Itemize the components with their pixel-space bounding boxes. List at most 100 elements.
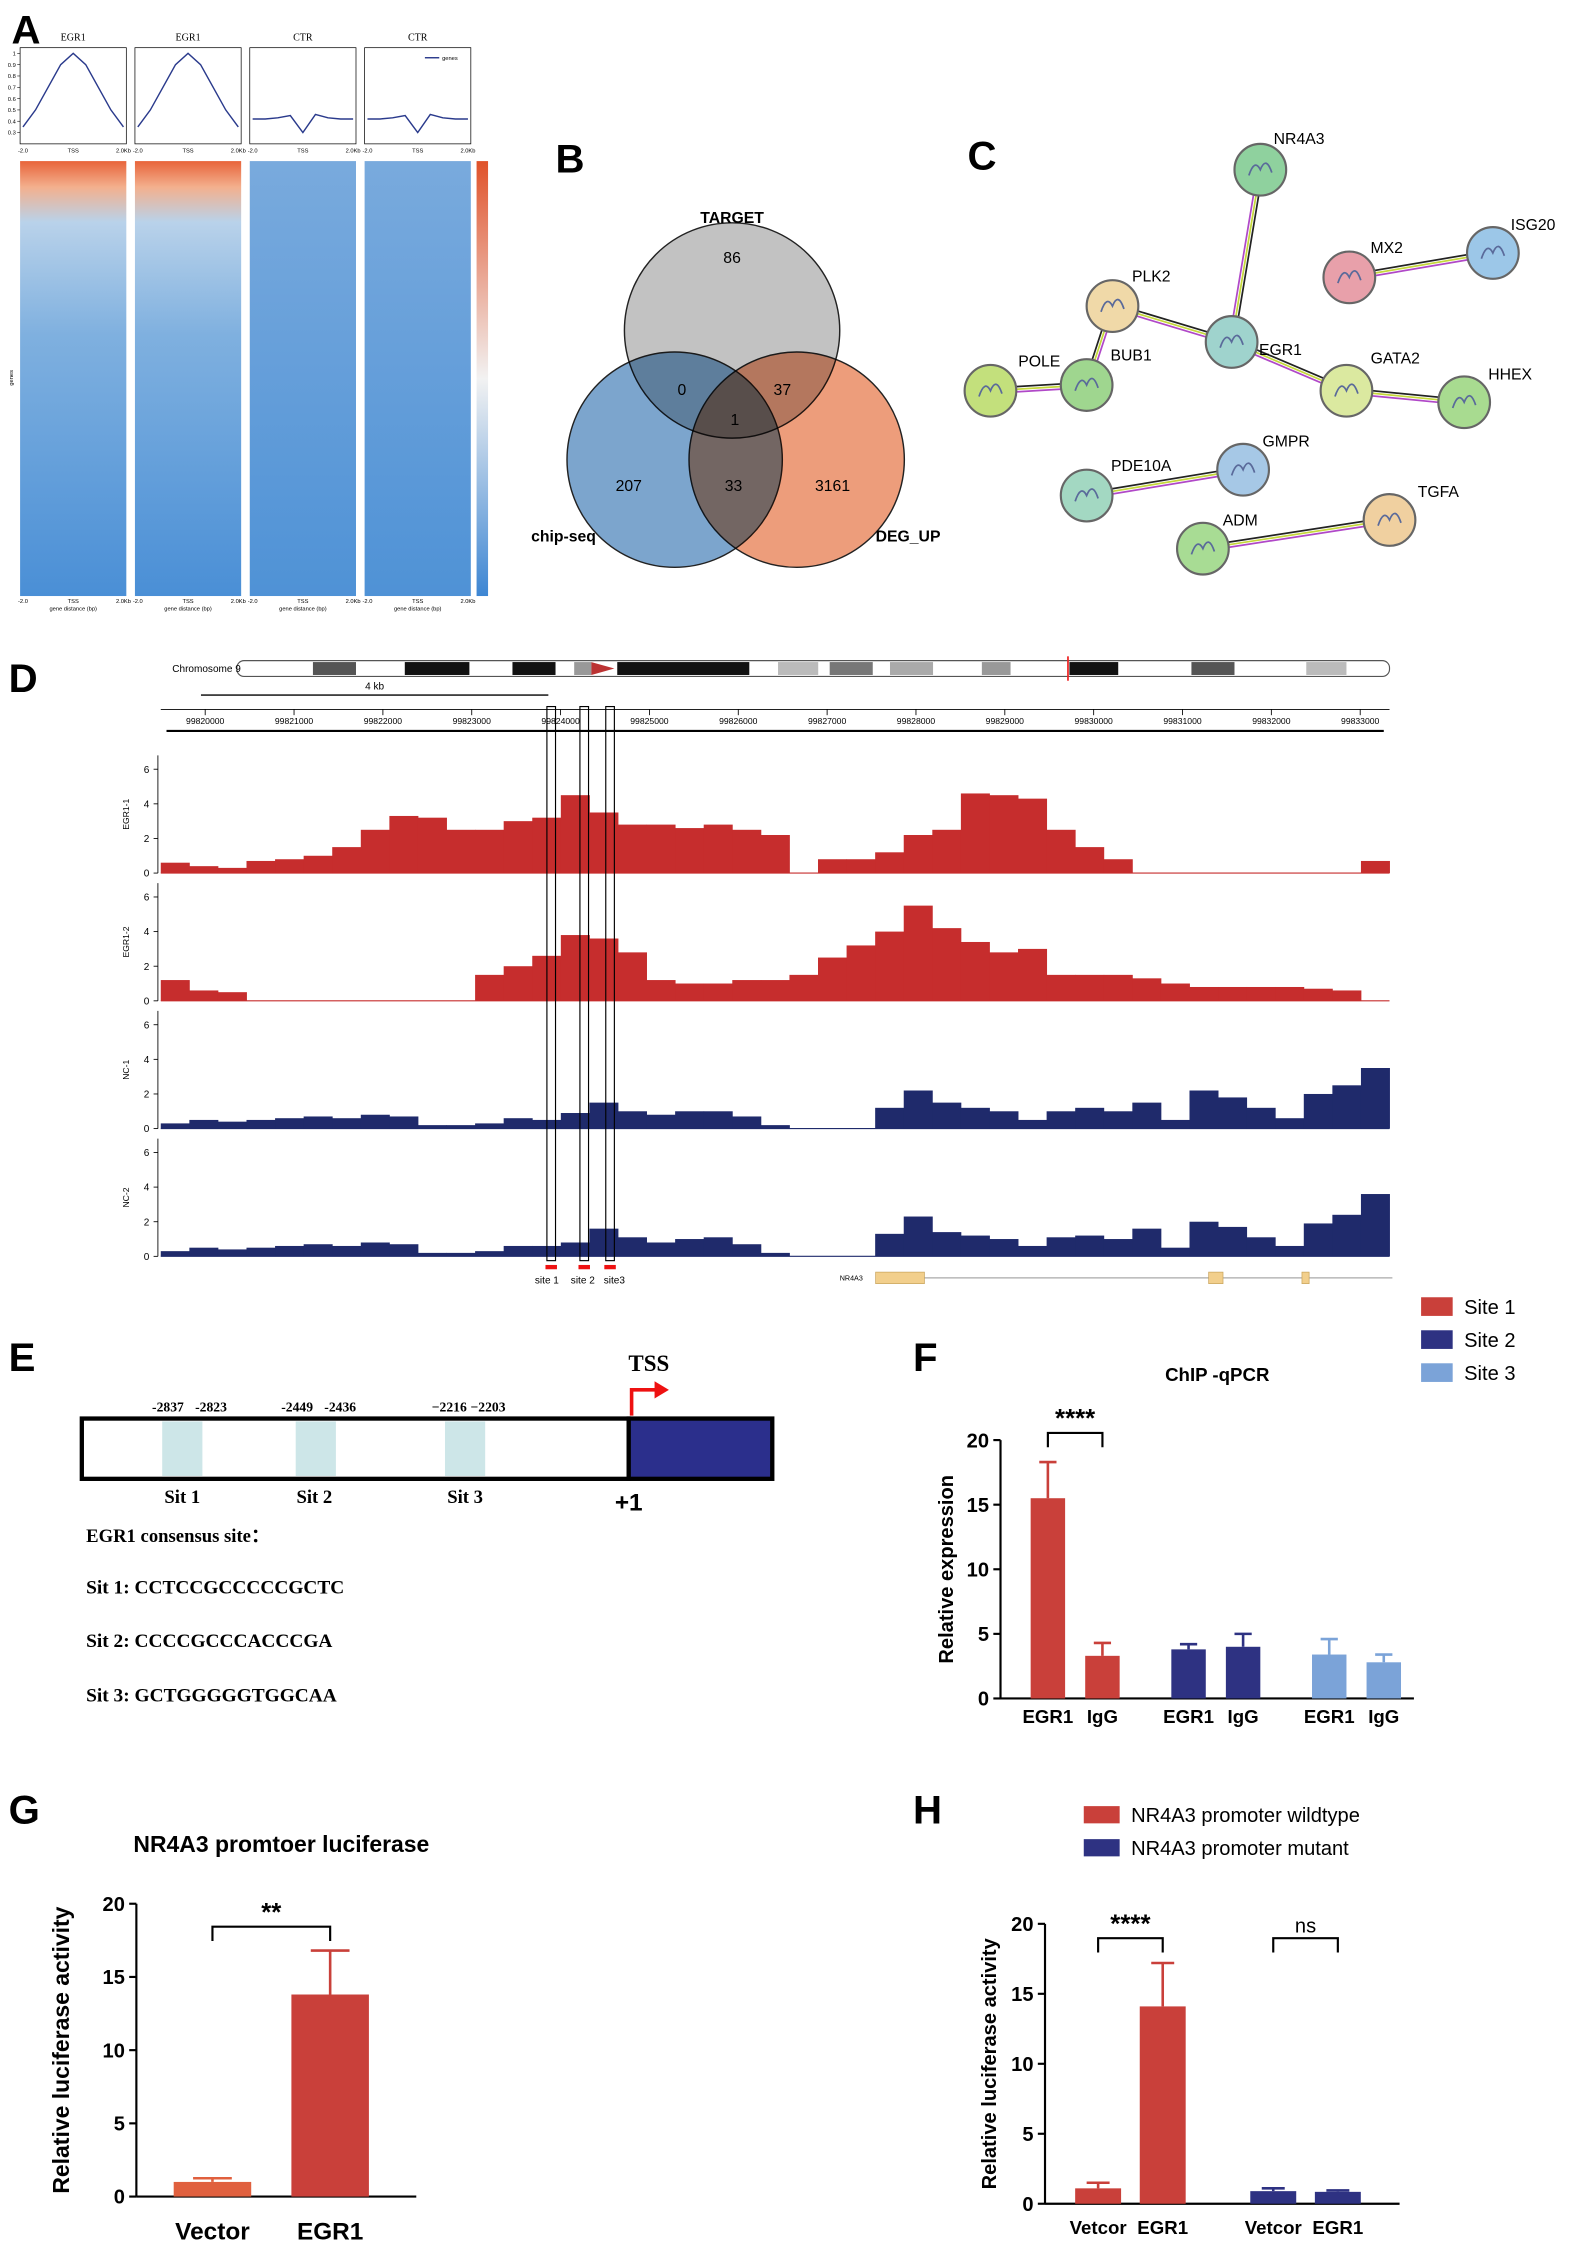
legend-label: NR4A3 promoter wildtype [1131,1805,1360,1827]
venn-circle [688,351,906,569]
coverage-bin [189,1119,219,1129]
coverage-bin [732,829,762,874]
coverage-bin [1132,1228,1162,1257]
x-tick-label: EGR1 [1137,2217,1188,2238]
track-label: NC-2 [121,1187,131,1207]
ideogram [236,656,1391,681]
coverage-bin [1189,1090,1219,1129]
significance-label: **** [1055,1405,1096,1433]
significance-label: ns [1295,1915,1316,1937]
error-bar [1093,1641,1112,1656]
coverage-bin [1018,1119,1048,1129]
coverage-bin [1103,859,1133,874]
coverage-bin [675,1239,705,1257]
coverage-bin [1046,1237,1076,1257]
coverage-bin [246,1119,276,1129]
legend-label: NR4A3 promoter mutant [1131,1838,1349,1860]
x-tick-label: 99820000 [186,716,225,726]
position-label: -2837 [152,1399,184,1414]
coverage-bin [1046,974,1076,1001]
coverage-bin [503,821,533,874]
coverage-bin [932,829,962,874]
x-tick-label: -2.0 [363,599,373,605]
y-axis-label: genes [9,370,15,386]
coverage-bin [1132,978,1162,1001]
coverage-bin [1189,986,1219,1001]
node-glyph [1074,488,1099,502]
coverage-bin [1018,948,1048,1001]
coverage-bin [732,980,762,1001]
coverage-bin [1103,1239,1133,1257]
coverage-bin [1246,1237,1276,1257]
node-label: HHEX [1488,366,1532,383]
coverage-bin [389,1116,419,1129]
gene-label: NR4A3 [840,1275,863,1283]
coverage-bin [1103,974,1133,1001]
y-tick-label: 0 [144,996,150,1007]
coverage-bin [360,1242,390,1257]
coverage-bin [617,1237,647,1257]
venn-count: 207 [616,478,642,495]
coverage-bin [646,1114,676,1129]
coverage-bin [617,824,647,874]
coverage-bin [989,1239,1019,1257]
coverage-bin [960,1235,990,1257]
coverage-bin [389,1244,419,1257]
coverage-bin [1075,1107,1105,1129]
y-tick-label: 20 [1011,1914,1033,1936]
x-tick-label: 99827000 [808,716,847,726]
bar [1171,1649,1206,1699]
coverage-bin [646,824,676,874]
x-tick-label: 99822000 [364,716,403,726]
site-label: Sit 2 [296,1487,332,1508]
x-tick-label: 2.0Kb [116,148,131,154]
x-tick-label: 99825000 [630,716,669,726]
coverage-bin [160,1251,190,1257]
significance-bracket [1272,1937,1339,1953]
error-bar [1326,2189,1350,2192]
y-tick-label: 20 [103,1894,125,1916]
x-tick-label: -2.0 [18,148,28,154]
x-tick-label: 2.0Kb [116,599,131,605]
x-tick-label: 2.0Kb [346,148,361,154]
venn-count: 37 [774,382,792,399]
coverage-bin [246,1247,276,1257]
x-tick-label: -2.0 [133,599,143,605]
coverage-bin [818,859,848,874]
coverage-bin [560,935,590,1001]
x-tick-label: 99823000 [453,716,492,726]
y-tick-label: 0 [144,1124,150,1135]
node-glyph [1337,270,1362,284]
site-box [546,705,557,1262]
coverage-bin [875,1107,905,1129]
coverage-bin [1132,1102,1162,1129]
heatmap [134,161,242,597]
x-tick-label: TSS [182,148,193,154]
coverage-bin [217,867,247,874]
coverage-bin [646,1242,676,1257]
chart-title: NR4A3 promtoer luciferase [133,1831,429,1857]
bar [1085,1655,1120,1699]
network-edge [1202,516,1390,547]
bar [1030,1498,1066,1699]
profile-line [137,52,239,128]
x-tick-label: IgG [1368,1706,1399,1727]
legend-label: Site 3 [1464,1363,1515,1385]
venn-count: 86 [723,250,741,267]
bar [173,2181,252,2197]
coverage-bin [1332,1085,1362,1129]
x-axis-label: gene distance (bp) [164,606,212,612]
profile-title: CTR [408,33,428,44]
y-tick-label: 4 [144,1055,150,1066]
site-label: Sit 1 [164,1487,200,1508]
y-tick-label: 4 [144,1183,150,1194]
error-bar [1234,1632,1252,1647]
y-tick-label: 15 [1011,1984,1033,2006]
coverage-bin [589,812,619,874]
coverage-bin [560,1242,590,1257]
coverage-bin [303,1244,333,1257]
network-edge [1230,169,1262,343]
coverage-bin [1103,1111,1133,1129]
error-bar [1086,2181,1110,2189]
consensus-title: EGR1 consensus site： [86,1526,269,1547]
